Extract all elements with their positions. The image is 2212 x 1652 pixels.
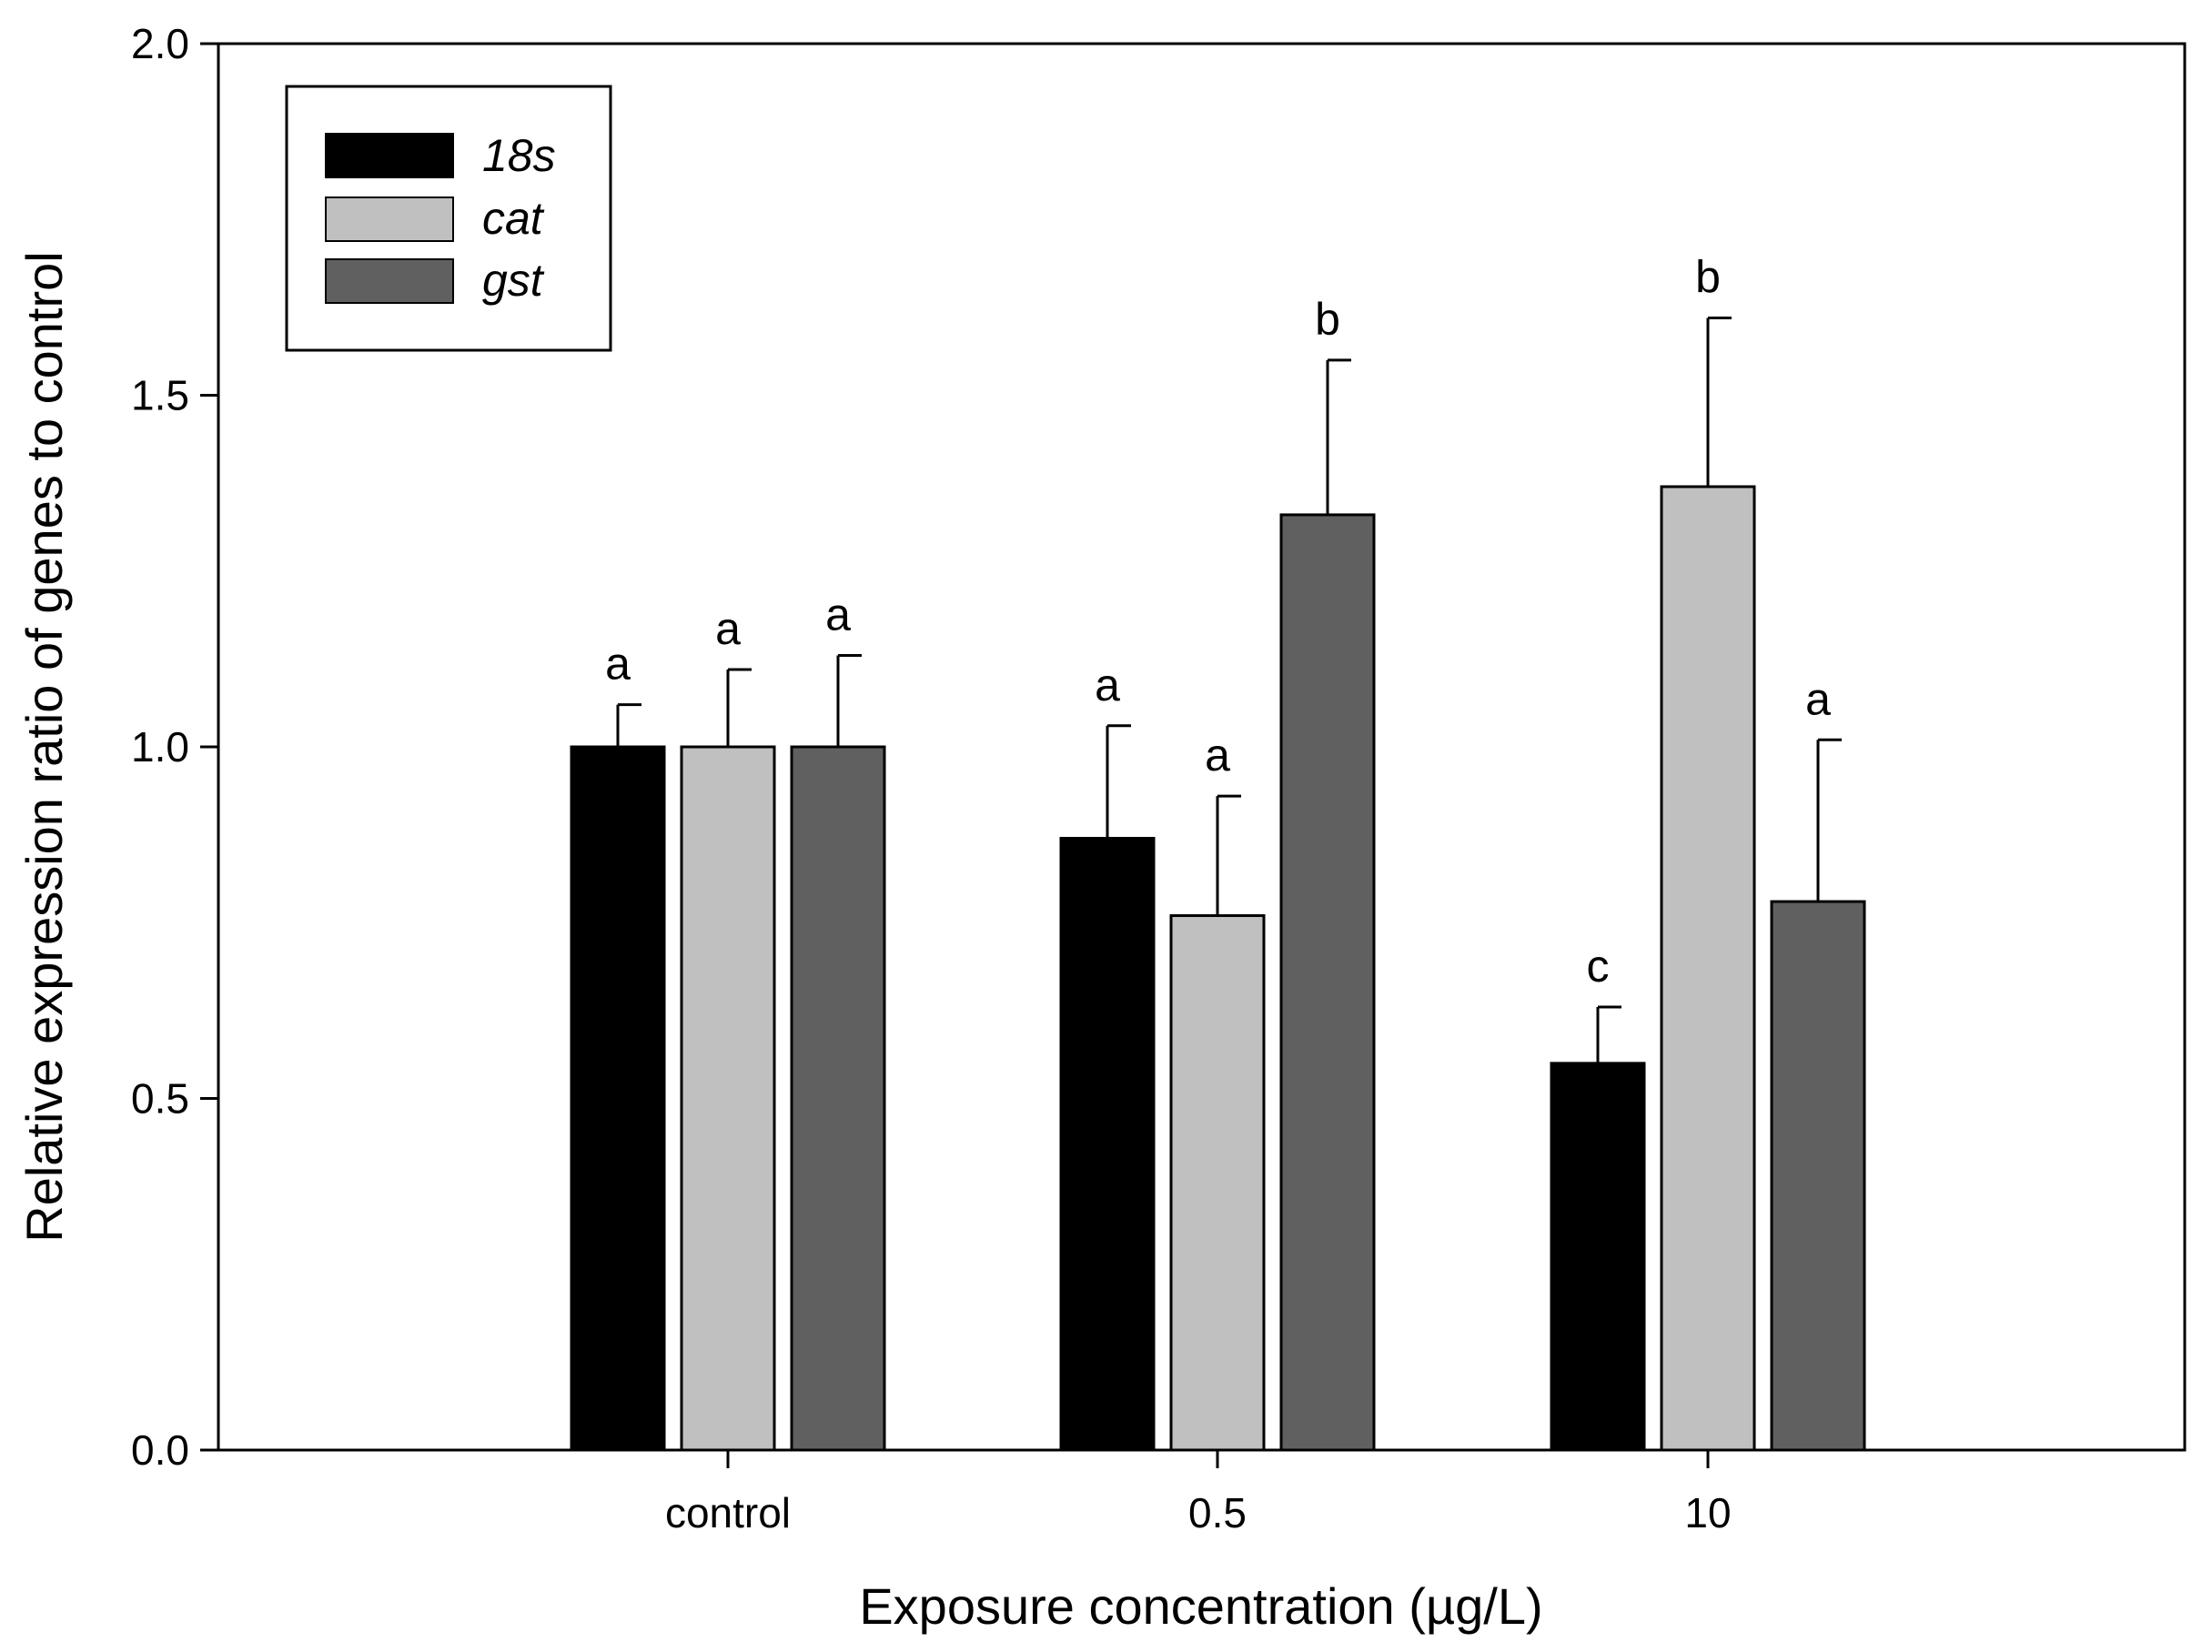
x-tick-label-2: 10 [1684, 1489, 1731, 1536]
y-tick-label-4: 2.0 [131, 20, 189, 67]
bars-layer: a a c a a b a b a [570, 251, 1866, 1452]
sig-letter-18s-2: c [1587, 941, 1610, 992]
legend-swatch-gst [325, 258, 454, 304]
bar-cat-0 [680, 745, 776, 1452]
bar-cat-1 [1169, 914, 1266, 1452]
bar-cat-2 [1660, 485, 1756, 1452]
bar-gst-1 [1279, 513, 1376, 1452]
axes: 0.0 0.5 1.0 1.5 2.0 control 0.5 10 [131, 20, 1732, 1536]
y-tick-label-0: 0.0 [131, 1426, 189, 1474]
legend-label-cat: cat [482, 193, 545, 244]
sig-letter-18s-1: a [1095, 660, 1120, 710]
sig-letter-gst-1: b [1315, 294, 1340, 345]
y-tick-label-3: 1.5 [131, 372, 189, 419]
legend-swatch-18s [325, 133, 454, 178]
sig-letter-gst-0: a [825, 589, 851, 640]
sig-letter-cat-2: b [1695, 251, 1721, 302]
y-tick-label-2: 1.0 [131, 723, 189, 771]
x-tick-label-1: 0.5 [1188, 1489, 1247, 1536]
sig-letter-cat-0: a [715, 603, 741, 654]
y-tick-label-1: 0.5 [131, 1075, 189, 1123]
sig-letter-18s-0: a [605, 639, 631, 690]
x-tick-label-0: control [665, 1489, 791, 1536]
bar-gst-2 [1770, 900, 1866, 1452]
bar-gst-0 [790, 745, 886, 1452]
legend: 18s cat gst [285, 85, 612, 352]
sig-letter-gst-2: a [1805, 673, 1831, 724]
legend-swatch-cat [325, 196, 454, 242]
bar-18s-2 [1550, 1062, 1646, 1452]
bar-18s-0 [570, 745, 666, 1452]
bar-18s-1 [1059, 836, 1156, 1452]
sig-letter-cat-1: a [1205, 730, 1230, 781]
legend-label-gst: gst [482, 255, 545, 306]
legend-label-18s: 18s [482, 130, 556, 181]
y-axis-title: Relative expression ratio of genes to co… [15, 251, 73, 1242]
x-axis-title: Exposure concentration (µg/L) [859, 1577, 1542, 1635]
